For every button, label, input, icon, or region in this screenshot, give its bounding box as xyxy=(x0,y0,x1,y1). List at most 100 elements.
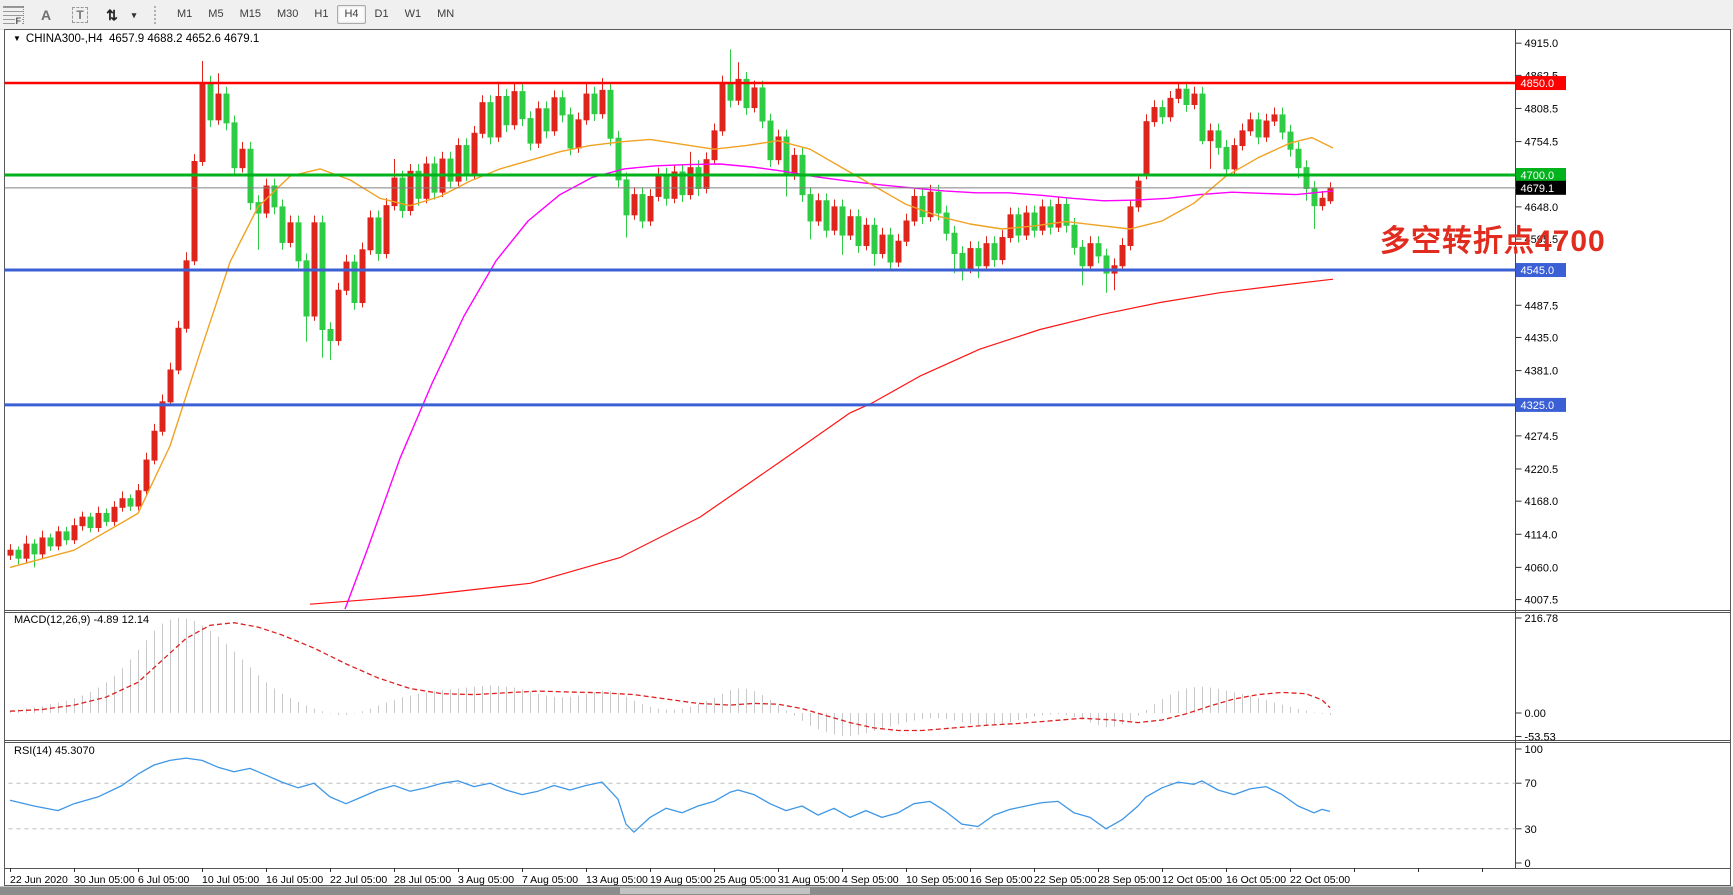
candle-body xyxy=(175,327,182,371)
text-a-icon[interactable]: A xyxy=(40,7,52,23)
candle-body xyxy=(791,154,798,176)
svg-text:4850.0: 4850.0 xyxy=(1521,78,1555,90)
scrollbar-track-gap xyxy=(620,887,810,894)
x-axis-label: 16 Sep 05:00 xyxy=(970,874,1033,886)
candle-body xyxy=(399,177,406,212)
candle-body xyxy=(319,222,326,331)
main-y-tick: 4435.0 xyxy=(1525,332,1559,344)
x-axis-label: 22 Jul 05:00 xyxy=(330,874,387,886)
candle-body xyxy=(903,220,910,242)
x-axis-label: 28 Sep 05:00 xyxy=(1098,874,1161,886)
candle-body xyxy=(15,549,22,559)
price-tag-4545.0: 4545.0 xyxy=(1516,263,1566,278)
x-axis-label: 25 Aug 05:00 xyxy=(714,874,776,886)
main-y-tick: 4114.0 xyxy=(1525,529,1558,541)
rsi-y-tick: 30 xyxy=(1525,824,1537,836)
price-tag-4325.0: 4325.0 xyxy=(1516,397,1566,412)
svg-text:4545.0: 4545.0 xyxy=(1521,265,1555,277)
macd-y-tick: 216.78 xyxy=(1525,613,1559,625)
candle-body xyxy=(1199,93,1206,142)
candle-body xyxy=(143,459,150,492)
candle-body xyxy=(295,222,302,262)
candle-body xyxy=(167,369,174,403)
sort-arrows-icon[interactable]: ⇅ xyxy=(106,6,118,23)
candle-body xyxy=(63,531,70,541)
candle-body xyxy=(519,91,526,120)
candle-body xyxy=(1223,146,1230,170)
candle-body xyxy=(751,87,758,109)
macd-signal-line xyxy=(9,622,1331,732)
x-axis-label: 10 Sep 05:00 xyxy=(906,874,969,886)
timeframe-m15[interactable]: M15 xyxy=(239,8,261,20)
candle-body xyxy=(687,167,694,196)
candle-body xyxy=(983,243,990,267)
candle-body xyxy=(959,252,966,269)
candle-body xyxy=(599,89,606,115)
chart-title: ▼ CHINA300-,H4 4657.9 4688.2 4652.6 4679.… xyxy=(13,33,259,45)
timeframe-m5[interactable]: M5 xyxy=(208,8,224,20)
timeframe-mn[interactable]: MN xyxy=(437,8,455,20)
collapse-arrow-icon[interactable]: ▼ xyxy=(13,34,21,43)
x-axis-label: 10 Jul 05:00 xyxy=(202,874,259,886)
timeframe-d1[interactable]: D1 xyxy=(374,8,389,20)
candle-body xyxy=(727,82,734,101)
timeframe-h1[interactable]: H1 xyxy=(314,8,329,20)
templates-grid-icon[interactable]: F xyxy=(3,6,24,26)
candle-body xyxy=(183,260,190,329)
candle-body xyxy=(1183,88,1190,105)
macd-y-tick: 0.00 xyxy=(1525,708,1546,720)
candle-body xyxy=(447,158,454,182)
candle-body xyxy=(695,167,702,189)
text-box-icon[interactable]: T xyxy=(70,5,90,25)
candle-body xyxy=(895,240,902,263)
macd-layer xyxy=(10,617,1331,736)
x-axis: 22 Jun 2020 30 Jun 05:00 6 Jul 05:00 10 Jul… xyxy=(10,868,1483,886)
candle-body xyxy=(1295,148,1302,169)
candle-body xyxy=(79,516,86,527)
candle-body xyxy=(967,248,974,269)
candle-body xyxy=(503,96,510,126)
timeframe-m1[interactable]: M1 xyxy=(177,8,193,20)
candle-body xyxy=(583,93,590,121)
candle-body xyxy=(511,91,518,126)
main-y-tick: 4007.5 xyxy=(1525,595,1559,607)
rsi-line xyxy=(9,757,1331,833)
main-y-tick: 4168.0 xyxy=(1525,496,1559,508)
candle-body xyxy=(1263,120,1270,138)
candle-body xyxy=(335,289,342,342)
candle-body xyxy=(271,185,278,208)
toolbar-grip xyxy=(154,5,161,24)
candle-body xyxy=(1103,255,1110,274)
candle-body xyxy=(23,543,30,559)
candle-body xyxy=(863,224,870,247)
candle-body xyxy=(495,96,502,138)
svg-text:4325.0: 4325.0 xyxy=(1521,400,1555,412)
candle-body xyxy=(775,136,782,161)
rsi-y-tick: 100 xyxy=(1525,744,1543,756)
candle-body xyxy=(1239,130,1246,147)
candle-body xyxy=(1079,246,1086,267)
timeframe-w1[interactable]: W1 xyxy=(404,8,422,20)
candle-body xyxy=(135,490,142,507)
candle-body xyxy=(1255,119,1262,138)
candle-body xyxy=(215,93,222,121)
x-axis-label: 3 Aug 05:00 xyxy=(458,874,514,886)
timeframe-m30[interactable]: M30 xyxy=(276,8,299,20)
ma-mid-line xyxy=(344,163,1334,610)
candle-body xyxy=(407,170,414,212)
candle-body xyxy=(71,525,78,541)
candle-body xyxy=(1095,243,1102,257)
x-axis-label: 6 Jul 05:00 xyxy=(138,874,190,886)
candle-body xyxy=(1167,97,1174,118)
candle-body xyxy=(943,212,950,234)
timeframe-h4[interactable]: H4 xyxy=(337,5,366,24)
candle-body xyxy=(207,82,214,121)
dropdown-caret-icon[interactable]: ▾ xyxy=(131,9,137,20)
candle-body xyxy=(615,137,622,181)
candle-body xyxy=(1127,206,1134,247)
candle-body xyxy=(1135,180,1142,208)
candle-body xyxy=(351,261,358,304)
candle-body xyxy=(383,205,390,254)
